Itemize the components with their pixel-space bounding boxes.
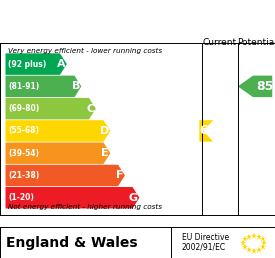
Text: C: C xyxy=(86,104,95,114)
Text: (81-91): (81-91) xyxy=(8,82,40,91)
Text: A: A xyxy=(57,59,65,69)
Text: (39-54): (39-54) xyxy=(8,149,39,158)
Polygon shape xyxy=(238,76,272,97)
Polygon shape xyxy=(6,187,139,208)
Text: 64: 64 xyxy=(200,124,217,138)
Text: B: B xyxy=(72,81,80,91)
Text: (55-68): (55-68) xyxy=(8,126,39,135)
Polygon shape xyxy=(6,53,67,75)
Text: Current: Current xyxy=(203,38,237,46)
Text: (69-80): (69-80) xyxy=(8,104,40,113)
Text: Energy Efficiency Rating: Energy Efficiency Rating xyxy=(33,7,242,22)
Text: (1-20): (1-20) xyxy=(8,193,34,202)
Polygon shape xyxy=(6,98,96,119)
Text: EU Directive: EU Directive xyxy=(182,233,229,242)
Text: 85: 85 xyxy=(256,80,273,93)
Polygon shape xyxy=(6,120,110,142)
Text: Very energy efficient - lower running costs: Very energy efficient - lower running co… xyxy=(8,47,162,54)
Text: E: E xyxy=(101,148,109,158)
Text: G: G xyxy=(129,193,138,203)
Text: England & Wales: England & Wales xyxy=(6,236,137,249)
Text: (21-38): (21-38) xyxy=(8,171,40,180)
Text: Potential: Potential xyxy=(237,38,275,46)
Text: (92 plus): (92 plus) xyxy=(8,60,46,69)
Polygon shape xyxy=(6,165,125,186)
Polygon shape xyxy=(6,76,81,97)
Text: D: D xyxy=(100,126,109,136)
Polygon shape xyxy=(199,120,213,142)
Text: 2002/91/EC: 2002/91/EC xyxy=(182,243,225,252)
Text: F: F xyxy=(116,171,123,180)
Polygon shape xyxy=(6,142,110,164)
Text: Not energy efficient - higher running costs: Not energy efficient - higher running co… xyxy=(8,204,162,210)
